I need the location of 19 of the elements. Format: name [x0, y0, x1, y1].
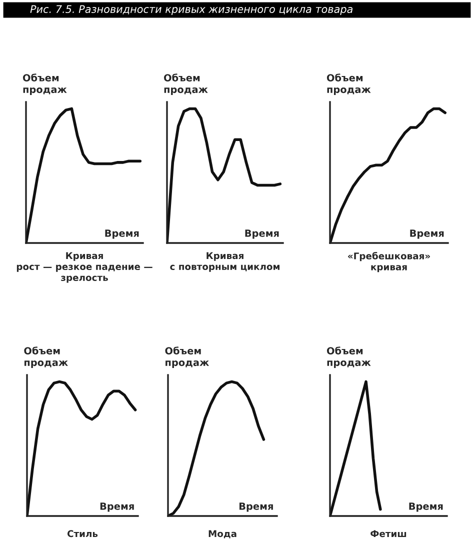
- y-axis-title: Объем продаж: [326, 346, 371, 368]
- text: Мода: [208, 530, 236, 538]
- text: Кривая рост — резкое падение — зрелость: [16, 252, 152, 283]
- y-axis-title: Объем продаж: [24, 346, 68, 368]
- x-axis-title: Время: [100, 502, 134, 512]
- x-axis-title: Время: [245, 230, 279, 239]
- y-axis-title: Объем продаж: [164, 74, 208, 95]
- x-axis-title: Время: [409, 502, 443, 512]
- x-axis-title: Время: [239, 502, 273, 512]
- text: Фетиш: [370, 530, 406, 538]
- y-axis-title: Объем продаж: [22, 74, 67, 95]
- y-axis-title: Объем продаж: [165, 346, 210, 368]
- text: Кривая с повторным циклом: [170, 252, 280, 272]
- text: Рис. 7.5. Разновидности кривых жизненного цикла товара: [30, 5, 352, 16]
- x-axis-title: Время: [410, 230, 444, 239]
- y-axis-title: Объем продаж: [326, 74, 371, 95]
- text: Стиль: [67, 530, 98, 538]
- text: «Гребешковая» кривая: [348, 252, 430, 272]
- x-axis-title: Время: [105, 230, 139, 239]
